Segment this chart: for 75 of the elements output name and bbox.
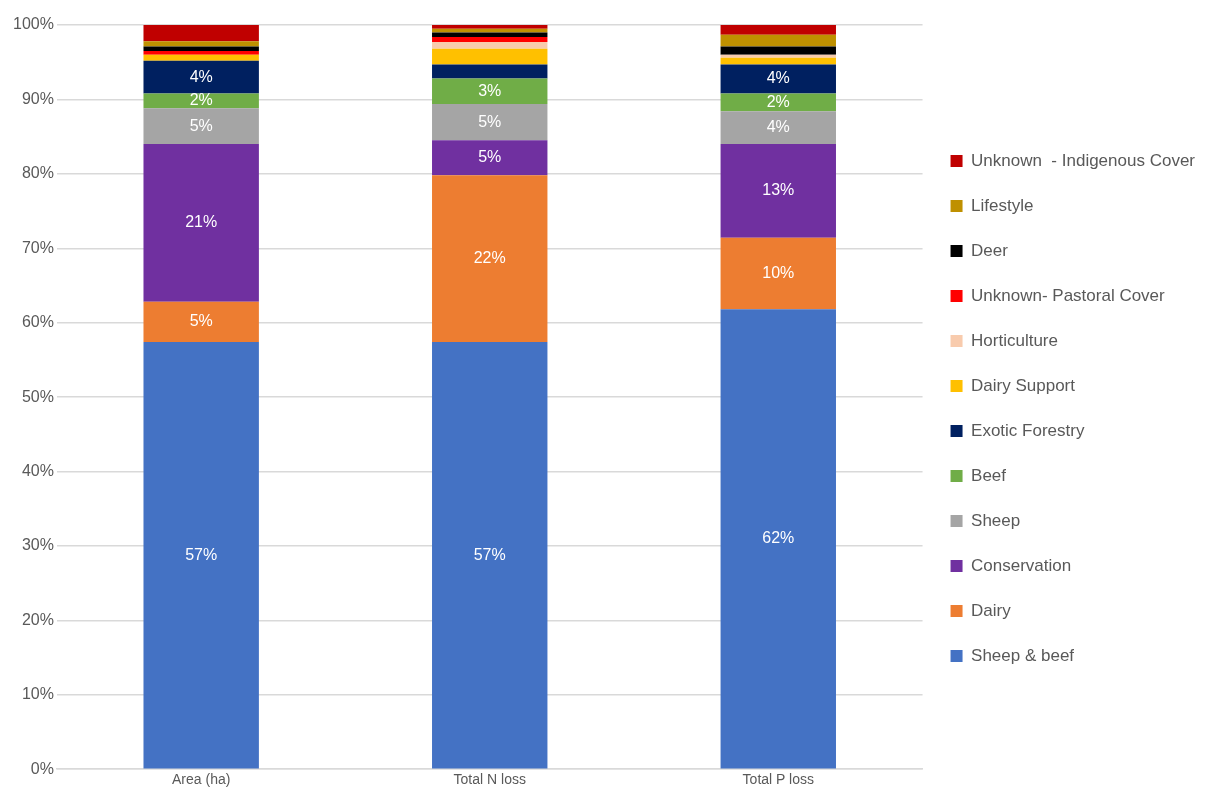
legend-label: Deer	[971, 240, 1009, 260]
x-tick-label: Total N loss	[453, 771, 526, 788]
legend-label: Conservation	[971, 555, 1072, 575]
y-tick-label: 0%	[30, 759, 54, 777]
data-label: 2%	[766, 92, 790, 110]
bar	[432, 342, 548, 769]
bar	[432, 48, 548, 65]
data-label: 5%	[478, 148, 502, 166]
data-label: 4%	[766, 118, 790, 136]
y-tick-label: 80%	[21, 164, 54, 182]
y-tick-label: 10%	[21, 685, 54, 703]
x-tick-label: Total P loss	[742, 771, 814, 788]
bar	[432, 36, 548, 43]
legend-label: Horticulture	[971, 330, 1058, 350]
bar	[143, 144, 259, 302]
bar	[720, 34, 836, 47]
data-label: 3%	[478, 81, 502, 99]
bar	[143, 108, 259, 145]
data-label: 21%	[185, 213, 218, 231]
bar	[143, 46, 259, 52]
bar	[143, 54, 259, 61]
data-label: 13%	[762, 181, 795, 199]
data-label: 5%	[189, 116, 213, 134]
legend-label: Sheep	[971, 510, 1021, 530]
bar	[432, 42, 548, 49]
bar	[143, 51, 259, 55]
data-label: 10%	[762, 263, 795, 281]
bar	[720, 64, 836, 94]
legend-label: Unknown- Pastoral Cover	[971, 285, 1166, 305]
data-label: 4%	[766, 69, 790, 87]
bar	[432, 25, 548, 29]
bar	[143, 25, 259, 42]
bar	[143, 60, 259, 94]
data-label: 62%	[762, 529, 795, 547]
y-tick-label: 100%	[13, 15, 54, 33]
legend-label: Sheep & beef	[971, 645, 1075, 665]
legend-label: Beef	[971, 465, 1007, 485]
data-label: 57%	[185, 545, 218, 563]
legend-label: Unknown - Indigenous Cover	[971, 150, 1196, 170]
data-label: 5%	[189, 312, 213, 330]
legend-label: Exotic Forestry	[971, 420, 1085, 440]
data-label: 2%	[189, 91, 213, 109]
bar	[720, 111, 836, 145]
bar	[432, 78, 548, 104]
legend-label: Dairy	[971, 600, 1012, 620]
bar	[143, 41, 259, 47]
bar	[432, 103, 548, 141]
legend-label: Dairy Support	[971, 375, 1076, 395]
bar	[720, 93, 836, 112]
data-label: 5%	[478, 112, 502, 130]
bar	[143, 342, 259, 769]
data-label: 57%	[473, 545, 506, 563]
y-tick-label: 20%	[21, 610, 54, 628]
y-tick-label: 40%	[21, 461, 54, 479]
bar	[432, 64, 548, 79]
data-label: 22%	[473, 249, 506, 267]
bar	[720, 309, 836, 769]
y-tick-label: 70%	[21, 238, 54, 256]
y-tick-label: 30%	[21, 536, 54, 554]
y-tick-label: 60%	[21, 313, 54, 331]
y-tick-label: 90%	[21, 89, 54, 107]
bar	[432, 175, 548, 343]
y-tick-label: 50%	[21, 387, 54, 405]
bar	[432, 140, 548, 176]
bar	[432, 32, 548, 37]
bar	[720, 46, 836, 55]
bar	[720, 25, 836, 35]
x-tick-label: Area (ha)	[172, 771, 231, 788]
bar	[720, 54, 836, 58]
bar	[143, 301, 259, 343]
bar	[720, 237, 836, 310]
data-label: 4%	[189, 67, 213, 85]
bar	[720, 144, 836, 238]
legend-label: Lifestyle	[971, 195, 1034, 215]
bar	[143, 93, 259, 109]
